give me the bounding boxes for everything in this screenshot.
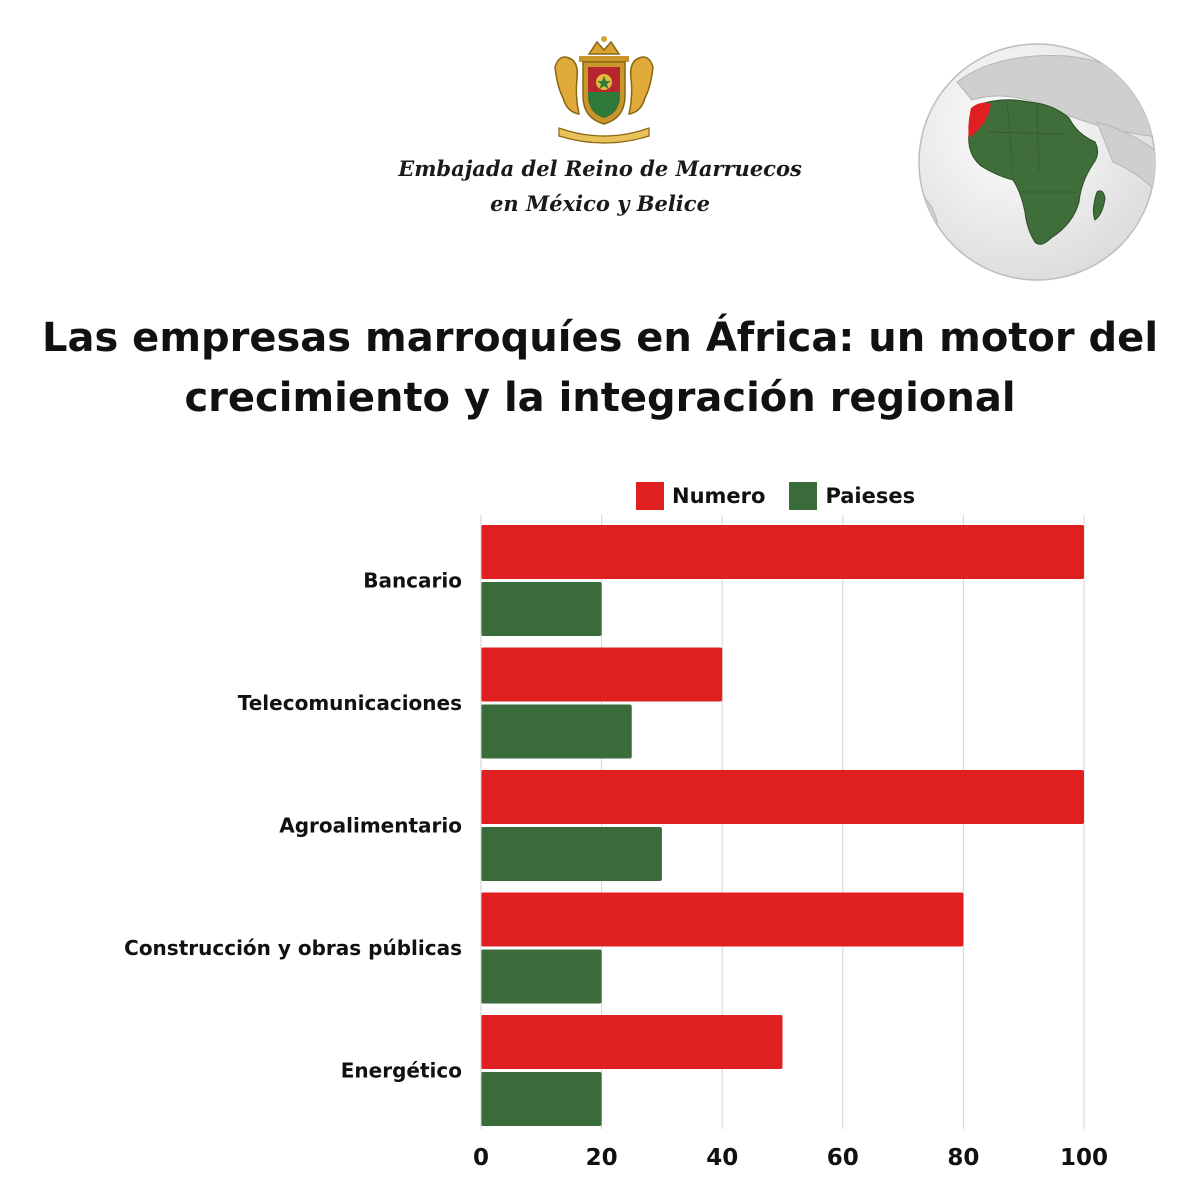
x-tick-label-100: 100 [1060,1145,1108,1171]
bar-paises-2 [481,827,662,881]
bar-numero-1 [481,647,723,702]
x-tick-label-20: 20 [586,1145,618,1171]
category-label-2: Agroalimentario [279,814,462,838]
legend-item-paises: Paieses [789,482,915,510]
title-line-2: crecimiento y la integración regional [184,375,1016,421]
bar-paises-1 [481,704,632,759]
embassy-name-line2: en México y Belice [490,191,710,216]
x-tick-label-80: 80 [947,1145,979,1171]
x-tick-label-40: 40 [706,1145,738,1171]
bar-chart: Bancario Telecomunicaciones Agroalimentari… [124,515,1108,1171]
legend-label-paises: Paieses [825,484,916,508]
legend-item-numero: Numero [636,482,765,510]
chart-legend: Numero Paieses [636,482,939,510]
moroccan-coat-of-arms-icon [554,36,654,144]
bar-numero-2 [481,770,1084,824]
bar-numero-3 [481,892,964,947]
x-tick-label-60: 60 [827,1145,859,1171]
africa-globe-icon [918,43,1156,281]
embassy-name-line1: Embajada del Reino de Marruecos [398,156,802,181]
page-title: Las empresas marroquíes en África: un mo… [20,308,1180,428]
header: Embajada del Reino de Marruecos en Méxic… [0,0,1200,290]
bar-paises-3 [481,949,602,1004]
bar-numero-0 [481,525,1084,579]
bar-numero-4 [481,1015,783,1069]
category-label-1: Telecomunicaciones [238,691,462,715]
x-tick-label-0: 0 [473,1145,489,1171]
category-label-3: Construcción y obras públicas [124,936,462,960]
legend-swatch-paises [789,482,818,510]
category-label-0: Bancario [363,569,462,593]
category-label-4: Energético [341,1059,462,1083]
legend-swatch-numero [636,482,664,510]
bar-paises-0 [481,582,602,636]
title-line-1: Las empresas marroquíes en África: un mo… [41,315,1159,361]
bar-paises-4 [481,1072,602,1126]
legend-label-numero: Numero [672,484,766,508]
